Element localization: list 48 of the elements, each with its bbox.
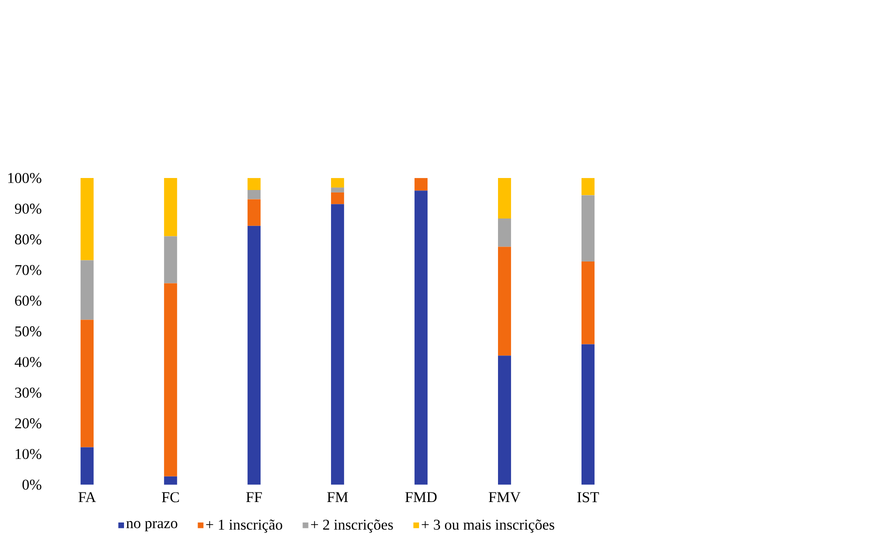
legend-label: + 3 ou mais inscrições (422, 519, 554, 533)
bar (414, 178, 428, 190)
y-tick-label: 0% (22, 479, 42, 490)
y-tick-label: 30% (15, 387, 42, 398)
bar (331, 187, 344, 192)
bar (331, 204, 344, 484)
y-tick-label: 60% (15, 295, 42, 306)
x-tick-label: FA (78, 492, 96, 502)
x-tick-label: FM (327, 492, 348, 502)
x-tick-label: FC (162, 492, 179, 502)
bar (80, 178, 94, 260)
legend-label: + 2 inscrições (311, 519, 393, 533)
y-tick-label: 50% (15, 326, 42, 336)
bar (164, 178, 178, 236)
bar (331, 178, 344, 188)
bar (581, 195, 595, 262)
bar (498, 246, 512, 356)
bar (164, 236, 178, 284)
bar (498, 355, 512, 484)
bar (164, 476, 178, 484)
bar (80, 320, 94, 448)
bar (80, 447, 94, 484)
y-tick-label: 10% (16, 448, 42, 459)
y-tick-label: 40% (14, 356, 42, 367)
y-tick-label: 90% (14, 203, 42, 214)
legend-label: no prazo (126, 520, 178, 532)
bar (248, 190, 261, 200)
y-tick-label: 20% (15, 418, 42, 428)
x-tick-label: FMD (405, 492, 437, 502)
bar (248, 178, 261, 190)
bar (80, 260, 94, 320)
x-tick-label: FMV (488, 492, 521, 502)
bar (248, 226, 261, 484)
bar (581, 178, 595, 196)
x-tick-label: IST (577, 492, 599, 502)
bar (331, 192, 344, 204)
y-tick-label: 70% (15, 264, 42, 275)
y-tick-label: 100% (8, 172, 42, 183)
x-tick-label: FF (246, 492, 262, 502)
bar (414, 190, 428, 484)
bar (164, 283, 178, 476)
bar (498, 178, 512, 218)
y-tick-label: 80% (15, 234, 42, 244)
bar (248, 199, 261, 226)
legend-label: + 1 inscrição (206, 519, 282, 533)
bar (581, 344, 595, 484)
bar (498, 218, 512, 247)
bar (581, 261, 595, 344)
